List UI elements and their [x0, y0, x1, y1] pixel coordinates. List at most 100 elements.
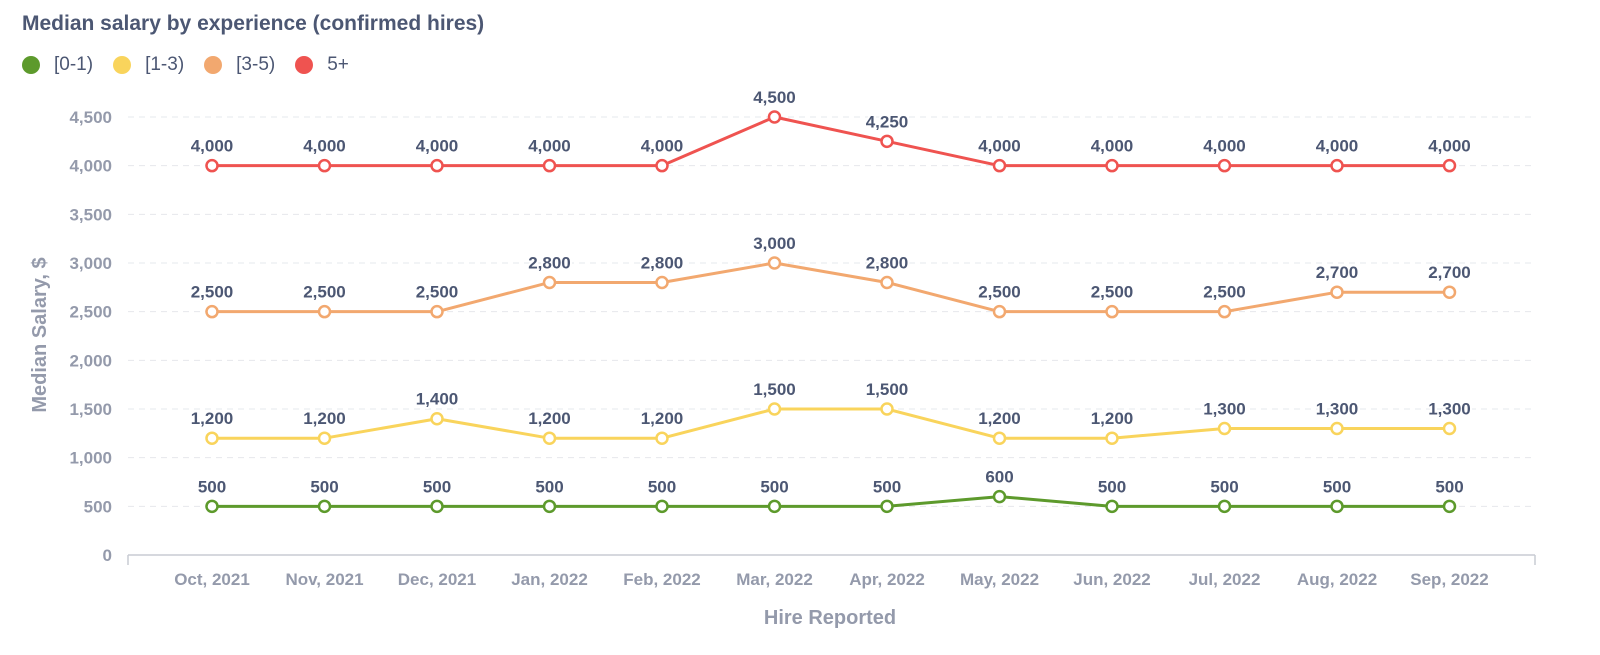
- data-point[interactable]: [992, 158, 1007, 173]
- data-point[interactable]: [1442, 158, 1457, 173]
- data-point[interactable]: [767, 402, 782, 416]
- legend-label-0-1: [0-1): [54, 54, 94, 75]
- data-label: 500: [648, 477, 676, 496]
- data-point[interactable]: [1442, 421, 1457, 436]
- data-point[interactable]: [880, 275, 894, 290]
- data-point[interactable]: [430, 411, 444, 426]
- data-point[interactable]: [1217, 421, 1232, 436]
- legend-item-5-plus[interactable]: 5+: [295, 54, 349, 76]
- data-point[interactable]: [767, 499, 782, 514]
- data-point[interactable]: [1105, 304, 1119, 319]
- data-point[interactable]: [992, 431, 1007, 445]
- data-label: 2,800: [528, 253, 571, 272]
- data-label: 2,500: [1091, 283, 1134, 302]
- series-lines: [205, 110, 1457, 514]
- data-point[interactable]: [1442, 499, 1457, 514]
- data-point[interactable]: [542, 431, 557, 445]
- data-label: 4,000: [1316, 137, 1359, 156]
- data-point[interactable]: [205, 304, 219, 319]
- data-label: 2,500: [978, 283, 1021, 302]
- data-point[interactable]: [880, 499, 894, 514]
- data-label: 1,400: [416, 390, 459, 409]
- data-point[interactable]: [1217, 158, 1232, 173]
- data-point[interactable]: [542, 158, 557, 173]
- data-point[interactable]: [1105, 431, 1119, 445]
- y-axis-ticks: 0 500 1,000 1,500 2,000 2,500 3,000 3,500 4,000 4…: [69, 108, 112, 565]
- data-point[interactable]: [767, 256, 782, 270]
- data-label: 1,500: [866, 380, 909, 399]
- data-label: 500: [760, 477, 788, 496]
- series-line: [212, 407, 1450, 440]
- series-line: [212, 261, 1450, 314]
- data-label: 500: [535, 477, 563, 496]
- data-point[interactable]: [430, 304, 444, 319]
- data-point[interactable]: [1330, 285, 1344, 299]
- x-tick-label: Oct, 2021: [174, 570, 250, 589]
- data-label: 4,500: [753, 88, 796, 107]
- data-label: 2,500: [416, 283, 459, 302]
- data-point[interactable]: [1330, 158, 1344, 173]
- x-axis-title: Hire Reported: [764, 607, 896, 629]
- legend-item-3-5[interactable]: [3-5): [204, 54, 275, 76]
- data-point[interactable]: [317, 304, 332, 319]
- data-point[interactable]: [1442, 285, 1457, 299]
- data-point[interactable]: [992, 489, 1007, 504]
- x-tick-label: Aug, 2022: [1297, 570, 1377, 589]
- data-point[interactable]: [430, 499, 444, 514]
- y-tick-label: 4,500: [69, 108, 112, 127]
- data-point[interactable]: [205, 499, 219, 514]
- legend-item-0-1[interactable]: [0-1): [22, 54, 93, 76]
- data-label: 1,200: [528, 409, 571, 428]
- legend-label-3-5: [3-5): [236, 54, 276, 75]
- data-label: 4,000: [528, 137, 571, 156]
- data-point[interactable]: [317, 158, 332, 173]
- y-tick-label: 2,000: [69, 351, 112, 370]
- data-point[interactable]: [430, 158, 444, 173]
- x-tick-label: May, 2022: [960, 570, 1039, 589]
- legend-dot-0-1: [22, 56, 40, 74]
- data-point[interactable]: [1330, 421, 1344, 436]
- data-label: 2,700: [1316, 263, 1359, 282]
- data-point[interactable]: [1105, 499, 1119, 514]
- data-point[interactable]: [542, 275, 557, 290]
- data-label: 1,300: [1203, 399, 1246, 418]
- data-label: 2,500: [303, 283, 346, 302]
- data-point[interactable]: [317, 431, 332, 445]
- data-point[interactable]: [205, 158, 219, 173]
- data-label: 2,800: [866, 253, 909, 272]
- y-tick-label: 4,000: [69, 157, 112, 176]
- data-point[interactable]: [317, 499, 332, 514]
- data-label: 500: [873, 477, 901, 496]
- data-point[interactable]: [992, 304, 1007, 319]
- y-axis-title: Median Salary, $: [29, 257, 51, 412]
- data-label: 2,700: [1428, 263, 1471, 282]
- legend-item-1-3[interactable]: [1-3): [113, 54, 184, 76]
- data-point[interactable]: [655, 158, 669, 173]
- legend-label-1-3: [1-3): [145, 54, 185, 75]
- y-tick-label: 0: [103, 546, 112, 565]
- x-axis: Oct, 2021 Nov, 2021 Dec, 2021 Jan, 2022 Feb,…: [127, 554, 1536, 589]
- data-point[interactable]: [542, 499, 557, 514]
- data-label: 4,000: [978, 137, 1021, 156]
- data-point[interactable]: [655, 499, 669, 514]
- data-label: 500: [310, 477, 338, 496]
- y-tick-label: 1,500: [69, 400, 112, 419]
- data-point[interactable]: [880, 402, 894, 416]
- data-point[interactable]: [1217, 304, 1232, 319]
- data-point[interactable]: [655, 275, 669, 290]
- data-point[interactable]: [205, 431, 219, 445]
- data-point[interactable]: [655, 431, 669, 445]
- data-label: 3,000: [753, 234, 796, 253]
- data-point[interactable]: [880, 134, 894, 149]
- x-tick-label: Sep, 2022: [1410, 570, 1488, 589]
- data-point[interactable]: [1217, 499, 1232, 514]
- data-label: 4,000: [191, 137, 234, 156]
- x-tick-label: Nov, 2021: [285, 570, 363, 589]
- data-point[interactable]: [767, 110, 782, 124]
- data-label: 4,000: [1203, 137, 1246, 156]
- data-label: 500: [1098, 477, 1126, 496]
- data-point[interactable]: [1105, 158, 1119, 173]
- data-label: 2,500: [1203, 283, 1246, 302]
- data-point[interactable]: [1330, 499, 1344, 514]
